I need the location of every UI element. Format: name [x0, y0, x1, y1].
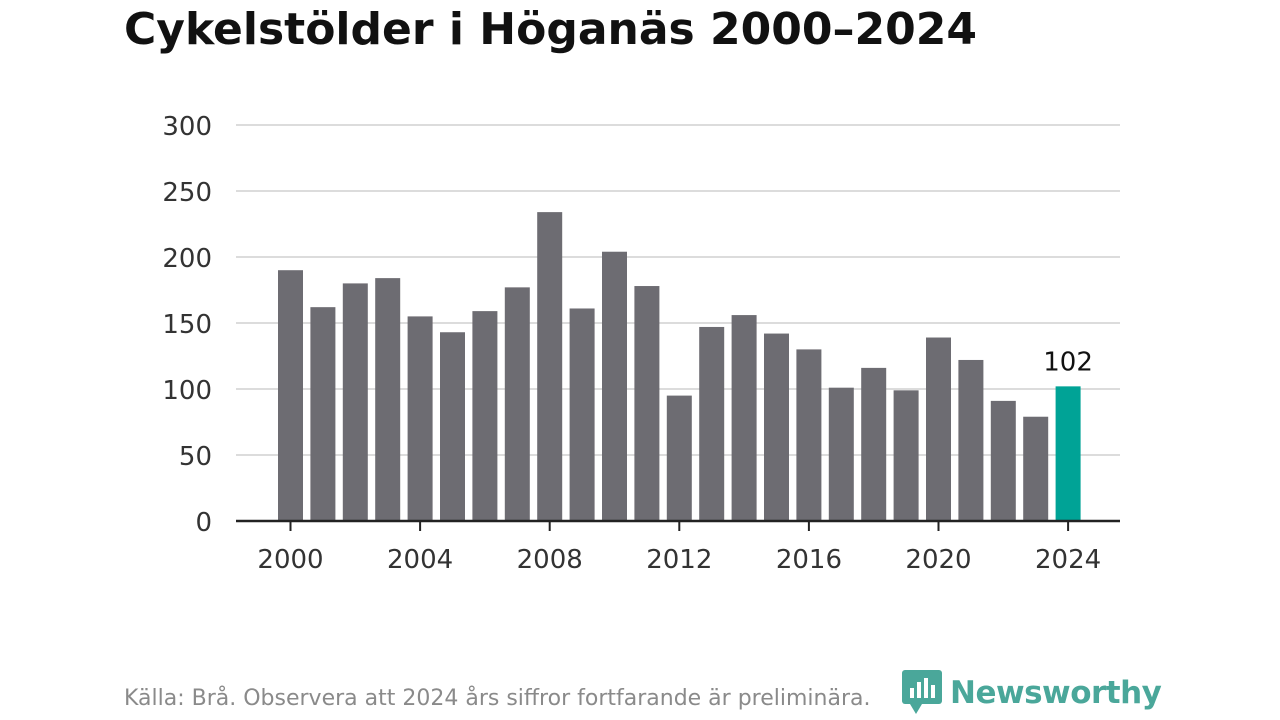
brand-logo: Newsworthy: [902, 670, 1162, 716]
bar-2014: [731, 315, 757, 521]
bar-2004: [407, 316, 433, 521]
bar-2007: [504, 287, 530, 521]
bar-2021: [958, 359, 984, 521]
chart-title: Cykelstölder i Höganäs 2000–2024: [124, 4, 977, 55]
bar-2006: [472, 311, 498, 521]
x-tick-label: 2012: [646, 545, 712, 575]
bar-2019: [893, 390, 919, 521]
bar-2003: [375, 278, 401, 521]
bar-2024: [1055, 386, 1081, 521]
bar-2018: [861, 367, 887, 521]
x-tick-label: 2016: [776, 545, 842, 575]
brand-name: Newsworthy: [950, 675, 1162, 711]
x-tick-label: 2020: [905, 545, 971, 575]
y-tick-label: 150: [162, 310, 212, 340]
bar-2017: [828, 387, 854, 521]
bar-chart: 0 50 100 150 200 250 300 2000 2004 2008 2012 2016 20…: [162, 112, 1120, 575]
bar-2010: [602, 251, 627, 521]
x-tick-label: 2000: [257, 545, 323, 575]
bar-2022: [990, 400, 1016, 521]
bar-2008: [537, 212, 563, 521]
source-note: Källa: Brå. Observera att 2024 års siffr…: [124, 686, 871, 711]
bar-2009: [569, 308, 595, 521]
bar-2000: [278, 270, 303, 521]
y-tick-label: 100: [162, 376, 212, 406]
bar-2016: [796, 349, 822, 521]
bar-2015: [764, 333, 789, 521]
bar-2001: [310, 307, 336, 521]
bar-2005: [440, 332, 465, 521]
bar-2012: [666, 395, 692, 521]
x-tick-label: 2004: [387, 545, 453, 575]
y-tick-label: 50: [179, 442, 212, 472]
bar-2002: [342, 283, 368, 521]
x-tick-label: 2008: [517, 545, 583, 575]
bar-2020: [926, 337, 951, 521]
x-tick-label: 2024: [1035, 545, 1101, 575]
y-tick-label: 300: [162, 112, 212, 142]
y-tick-label: 0: [195, 508, 212, 538]
data-label-2024: 102: [1043, 347, 1093, 377]
newsworthy-logo-icon: [902, 670, 942, 714]
bar-2023: [1023, 416, 1049, 521]
bar-2011: [634, 286, 660, 521]
bar-2013: [699, 326, 725, 521]
y-tick-label: 250: [162, 178, 212, 208]
y-tick-label: 200: [162, 244, 212, 274]
